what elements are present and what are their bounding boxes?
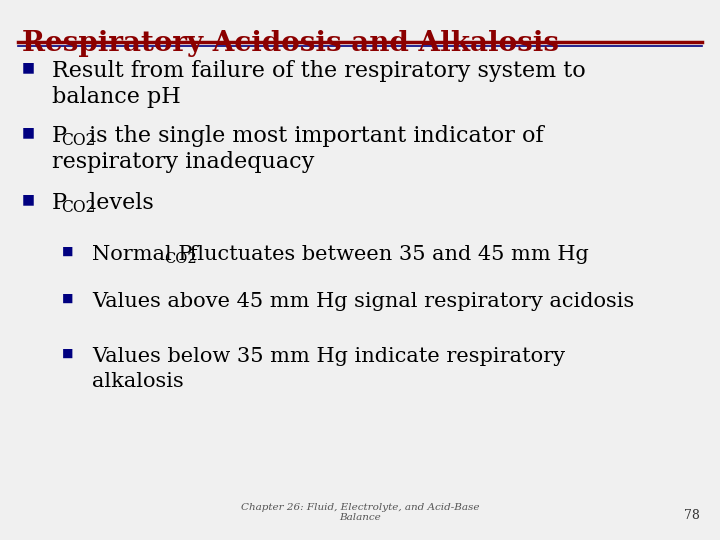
Text: Normal P: Normal P — [92, 245, 192, 264]
Text: P: P — [52, 192, 67, 214]
Text: ■: ■ — [22, 60, 35, 74]
Text: fluctuates between 35 and 45 mm Hg: fluctuates between 35 and 45 mm Hg — [183, 245, 589, 264]
Text: Result from failure of the respiratory system to: Result from failure of the respiratory s… — [52, 60, 586, 82]
Text: alkalosis: alkalosis — [92, 372, 184, 391]
Text: respiratory inadequacy: respiratory inadequacy — [52, 151, 315, 173]
Text: CO2: CO2 — [164, 252, 197, 266]
Text: is the single most important indicator of: is the single most important indicator o… — [82, 125, 544, 147]
Text: 78: 78 — [684, 509, 700, 522]
Text: CO2: CO2 — [62, 132, 96, 149]
Text: ■: ■ — [22, 192, 35, 206]
Text: ■: ■ — [62, 292, 73, 305]
Text: balance pH: balance pH — [52, 86, 181, 109]
Text: Respiratory Acidosis and Alkalosis: Respiratory Acidosis and Alkalosis — [22, 30, 559, 57]
Text: ■: ■ — [62, 245, 73, 258]
Text: ■: ■ — [62, 347, 73, 360]
Text: Chapter 26: Fluid, Electrolyte, and Acid-Base
Balance: Chapter 26: Fluid, Electrolyte, and Acid… — [240, 503, 480, 522]
Text: Values below 35 mm Hg indicate respiratory: Values below 35 mm Hg indicate respirato… — [92, 347, 565, 366]
Text: levels: levels — [82, 192, 153, 214]
Text: Values above 45 mm Hg signal respiratory acidosis: Values above 45 mm Hg signal respiratory… — [92, 292, 634, 311]
Text: CO2: CO2 — [62, 199, 96, 216]
Text: P: P — [52, 125, 67, 147]
Text: ■: ■ — [22, 125, 35, 139]
